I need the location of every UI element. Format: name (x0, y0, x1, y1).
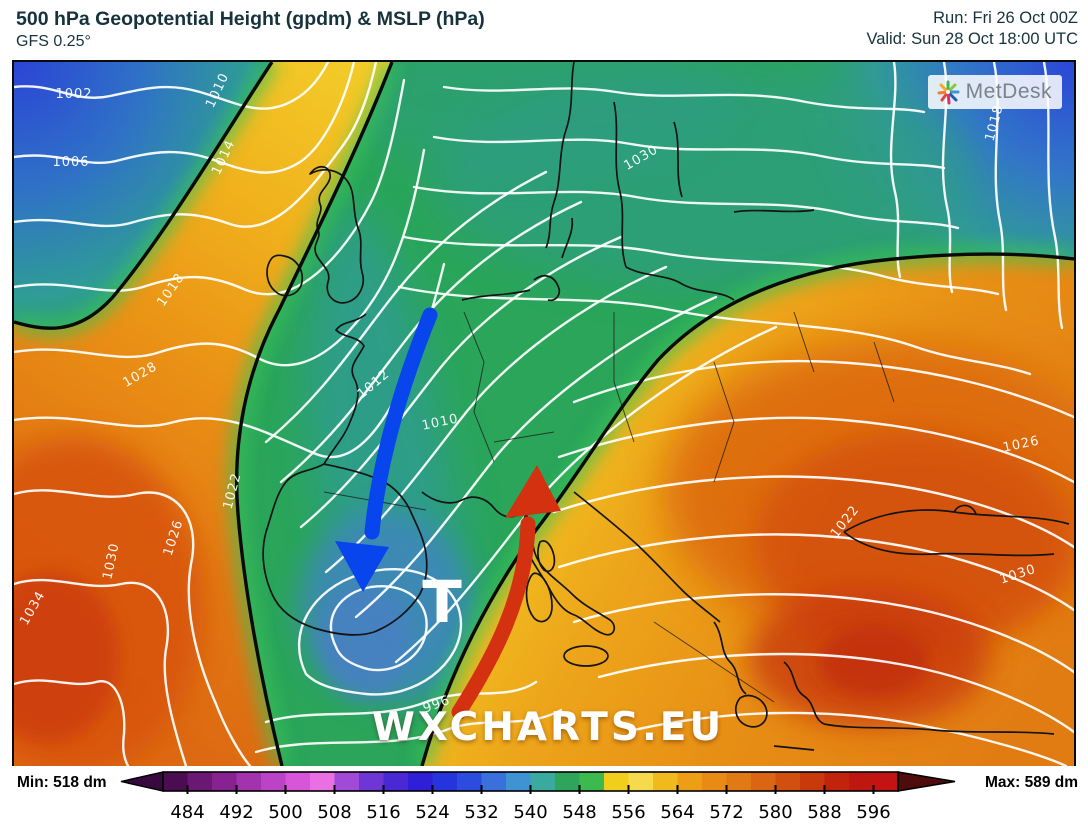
red-arrow (451, 465, 561, 720)
metdesk-starburst-icon (937, 80, 960, 105)
colorbar-segment (285, 772, 311, 791)
colorbar-segment (408, 772, 434, 791)
colorbar-segment (824, 772, 850, 791)
colorbar-tick-label: 588 (807, 802, 841, 823)
atlantic-ridge-cores (14, 437, 204, 766)
colorbar-segment (383, 772, 409, 791)
colorbar-tick-label: 508 (317, 802, 351, 823)
colorbar-segment (800, 772, 826, 791)
colorbar-segment (236, 772, 262, 791)
blue-arrow (335, 307, 438, 592)
colorbar-tick-label: 548 (562, 802, 596, 823)
colorbar-min-label: Min: 518 dm (17, 774, 107, 791)
coastlines (262, 62, 1070, 751)
colorbar-tick-label: 556 (611, 802, 645, 823)
colorbar-segment (212, 772, 238, 791)
colorbar-tick-label: 492 (219, 802, 253, 823)
colorbar-segment (530, 772, 556, 791)
thick-contour-552 (14, 62, 1074, 766)
metdesk-logo: MetDesk (927, 75, 1062, 109)
colorbar-svg: 484 492 500 508 516 524 532 540 548 556 564 572 580 5… (17, 771, 1078, 823)
colorbar-max-arrow (897, 771, 956, 792)
chart-header: 500 hPa Geopotential Height (gpdm) & MSL… (0, 0, 1088, 60)
weather-map: 1002100610101014101810281026103010341022… (14, 62, 1074, 766)
metdesk-logo-text: MetDesk (965, 80, 1052, 103)
colorbar-segment (261, 772, 287, 791)
isobar-label: 1006 (52, 155, 89, 170)
low-pressure-symbol: T (422, 568, 462, 636)
colorbar-segment (775, 772, 801, 791)
colorbar-segment (457, 772, 483, 791)
colorbar-segment (873, 772, 899, 791)
colorbar: 484 492 500 508 516 524 532 540 548 556 564 572 580 5… (0, 766, 1088, 833)
watermark: WXCHARTS.EU (372, 705, 724, 750)
colorbar-segment (506, 772, 532, 791)
colorbar-segment (604, 772, 630, 791)
colorbar-tick-label: 524 (415, 802, 449, 823)
isobar-label: 1002 (55, 87, 92, 102)
colorbar-segment (849, 772, 875, 791)
chart-title: 500 hPa Geopotential Height (gpdm) & MSL… (16, 8, 485, 30)
colorbar-tick-label: 596 (856, 802, 890, 823)
map-area: 1002 1006 1010 1014 1018 1028 1026 1030 1034 1022… (12, 60, 1076, 768)
colorbar-tick-label: 580 (758, 802, 792, 823)
model-label: GFS 0.25° (16, 33, 91, 50)
colorbar-tick-label: 484 (170, 802, 204, 823)
colorbar-segment (702, 772, 728, 791)
colorbar-segment (653, 772, 679, 791)
colorbar-segment (481, 772, 507, 791)
colorbar-segment (359, 772, 385, 791)
colorbar-segment (751, 772, 777, 791)
colorbar-segment (726, 772, 752, 791)
colorbar-min-arrow (120, 771, 164, 792)
colorbar-segment (334, 772, 360, 791)
colorbar-segment (432, 772, 458, 791)
colorbar-tick-label: 500 (268, 802, 302, 823)
colorbar-tick-label: 572 (709, 802, 743, 823)
colorbar-segment (555, 772, 581, 791)
colorbar-segment (579, 772, 605, 791)
colorbar-segment (677, 772, 703, 791)
colorbar-tick-label: 532 (464, 802, 498, 823)
isobar-lines (14, 62, 1074, 766)
colorbar-tick-label: 564 (660, 802, 694, 823)
run-time: Run: Fri 26 Oct 00Z (933, 9, 1078, 27)
colorbar-max-label: Max: 589 dm (985, 774, 1078, 791)
colorbar-tick-label: 540 (513, 802, 547, 823)
colorbar-segment (187, 772, 213, 791)
colorbar-segment (628, 772, 654, 791)
colorbar-segment (163, 772, 189, 791)
run-valid-block: Run: Fri 26 Oct 00Z Valid: Sun 28 Oct 18… (866, 8, 1078, 50)
colorbar-segment (310, 772, 336, 791)
colorbar-tick-label: 516 (366, 802, 400, 823)
valid-time: Valid: Sun 28 Oct 18:00 UTC (866, 30, 1078, 48)
